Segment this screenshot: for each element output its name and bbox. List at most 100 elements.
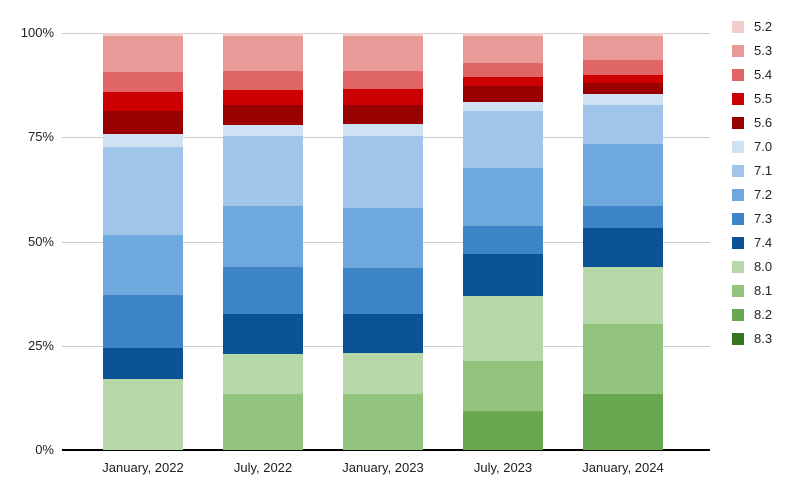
segment-php-8.2 xyxy=(463,411,543,450)
segment-php-7.4 xyxy=(103,348,183,380)
segment-php-5.2 xyxy=(103,33,183,36)
segment-php-5.6 xyxy=(103,111,183,135)
segment-php-7.1 xyxy=(223,136,303,207)
x-tick-label: July, 2022 xyxy=(233,460,293,475)
segment-php-5.3 xyxy=(223,35,303,72)
segment-php-7.3 xyxy=(463,226,543,254)
legend-label: 7.0 xyxy=(754,139,773,154)
y-tick-label: 50% xyxy=(27,233,54,249)
segment-php-5.2 xyxy=(223,33,303,36)
segment-php-7.2 xyxy=(223,206,303,267)
segment-php-7.3 xyxy=(583,205,663,228)
bar-july-2023 xyxy=(463,33,543,450)
segment-php-5.4 xyxy=(223,71,303,90)
segment-php-7.3 xyxy=(223,266,303,315)
legend-swatch-icon xyxy=(732,189,744,201)
y-tick-label: 0% xyxy=(35,442,54,457)
legend-label: 8.3 xyxy=(754,331,773,346)
segment-php-8.1 xyxy=(463,361,543,412)
legend-item-7.0: 7.0 xyxy=(732,139,773,154)
segment-php-7.3 xyxy=(103,294,183,349)
segment-php-5.3 xyxy=(343,35,423,72)
segment-php-7.4 xyxy=(343,314,423,353)
segment-php-7.2 xyxy=(103,234,183,295)
legend-label: 5.4 xyxy=(754,67,773,82)
legend-swatch-icon xyxy=(732,261,744,273)
legend-item-7.2: 7.2 xyxy=(732,188,772,201)
legend-swatch-icon xyxy=(732,213,744,225)
legend-swatch-icon xyxy=(732,165,744,177)
legend-label: 5.6 xyxy=(754,115,773,130)
legend-label: 7.1 xyxy=(754,163,773,178)
segment-php-7.1 xyxy=(343,136,423,208)
segment-php-8.1 xyxy=(343,394,423,450)
legend-item-7.1: 7.1 xyxy=(732,163,773,178)
segment-php-5.5 xyxy=(223,89,303,105)
bar-january-2024 xyxy=(583,33,663,450)
segment-php-5.6 xyxy=(583,82,663,95)
segment-php-5.6 xyxy=(463,86,543,102)
segment-php-7.3 xyxy=(343,267,423,315)
segment-php-8.2 xyxy=(583,394,663,450)
legend-swatch-icon xyxy=(732,333,744,345)
legend-swatch-icon xyxy=(732,117,744,129)
legend-item-5.4: 5.4 xyxy=(732,67,773,82)
segment-php-5.3 xyxy=(583,35,663,61)
segment-php-8.0 xyxy=(583,267,663,324)
legend-label: 5.3 xyxy=(754,43,773,58)
segment-php-8.0 xyxy=(103,379,183,450)
legend-label: 7.4 xyxy=(754,235,773,250)
segment-php-7.1 xyxy=(583,105,663,145)
segment-php-7.1 xyxy=(103,147,183,235)
segment-php-8.0 xyxy=(343,352,423,395)
legend-item-8.3: 8.3 xyxy=(732,331,773,346)
segment-php-7.2 xyxy=(463,168,543,227)
legend-item-8.2: 8.2 xyxy=(732,308,772,321)
segment-php-7.2 xyxy=(583,144,663,206)
legend-swatch-icon xyxy=(732,21,744,33)
segment-php-8.1 xyxy=(583,323,663,395)
segment-php-5.3 xyxy=(463,35,543,64)
segment-php-7.2 xyxy=(343,207,423,268)
segment-php-5.4 xyxy=(103,72,183,93)
legend-label: 5.2 xyxy=(754,19,773,34)
legend-swatch-icon xyxy=(732,45,744,57)
x-tick-label: January, 2022 xyxy=(102,460,184,475)
legend-swatch-icon xyxy=(732,69,744,81)
segment-php-7.4 xyxy=(583,227,663,268)
segment-php-7.0 xyxy=(463,101,543,111)
segment-php-5.2 xyxy=(583,33,663,36)
legend-label: 5.5 xyxy=(754,91,773,106)
bar-january-2022 xyxy=(103,33,183,450)
legend-item-7.3: 7.3 xyxy=(732,212,772,225)
segment-php-8.1 xyxy=(223,393,303,450)
segment-php-8.0 xyxy=(463,296,543,362)
legend-item-5.2: 5.2 xyxy=(732,19,773,34)
segment-php-7.0 xyxy=(223,124,303,137)
bar-july-2022 xyxy=(223,33,303,450)
legend-swatch-icon xyxy=(732,309,744,321)
legend-label: 8.1 xyxy=(754,283,773,298)
segment-php-7.4 xyxy=(463,253,543,297)
legend-swatch-icon xyxy=(732,237,744,249)
segment-php-5.5 xyxy=(463,77,543,87)
bar-january-2023 xyxy=(343,33,423,450)
legend-swatch-icon xyxy=(732,141,744,153)
y-tick-label: 75% xyxy=(27,129,54,145)
legend-item-5.3: 5.3 xyxy=(732,43,773,58)
segment-php-7.0 xyxy=(583,94,663,106)
segment-php-7.0 xyxy=(343,123,423,137)
segment-php-5.5 xyxy=(583,75,663,83)
y-tick-label: 100% xyxy=(20,25,54,40)
legend-swatch-icon xyxy=(732,93,744,105)
segment-php-5.4 xyxy=(583,60,663,76)
segment-php-5.2 xyxy=(343,33,423,36)
segment-php-7.0 xyxy=(103,134,183,148)
legend-item-7.4: 7.4 xyxy=(732,235,773,250)
y-tick-label: 25% xyxy=(27,337,54,353)
x-tick-label: January, 2023 xyxy=(342,460,424,475)
x-tick-label: July, 2023 xyxy=(473,460,533,475)
segment-php-5.6 xyxy=(223,104,303,125)
legend-swatch-icon xyxy=(732,285,744,297)
